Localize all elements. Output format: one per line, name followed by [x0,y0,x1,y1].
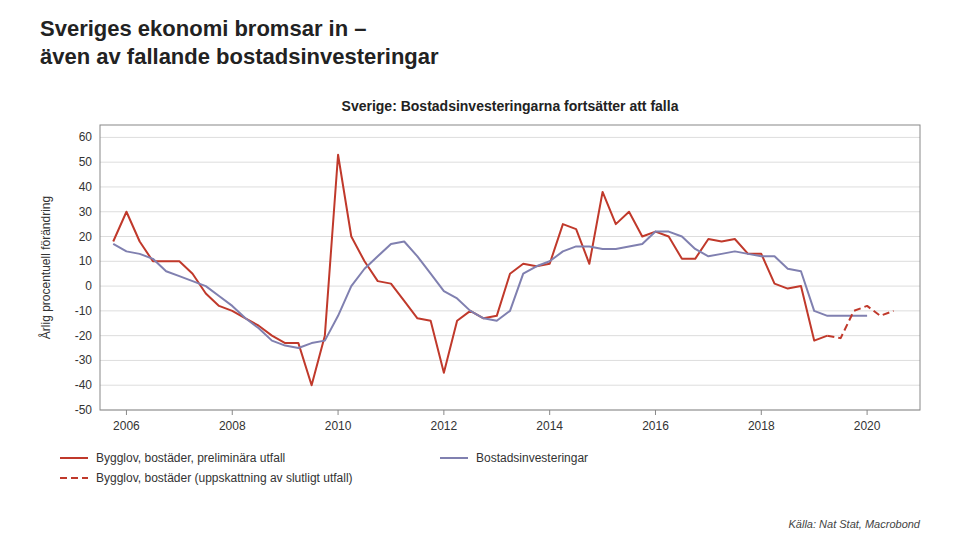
grid-line [100,186,920,187]
y-tick-label: 40 [79,180,93,194]
x-tick-label: 2006 [113,419,140,433]
grid-line [100,335,920,336]
x-tick [232,410,233,415]
plot-frame [100,125,920,410]
x-tick [549,410,550,415]
chart: Sveriges ekonomi bromsar in – även av fal… [0,0,960,540]
x-tick [867,410,868,415]
x-tick [338,410,339,415]
x-tick [126,410,127,415]
series-line [113,155,827,385]
grid-line [100,211,920,212]
grid [100,137,920,410]
legend-swatch [60,457,88,459]
y-tick-label: -40 [75,378,93,392]
x-tick [443,410,444,415]
title: även av fallande bostadsinvesteringar [40,44,439,69]
title: Sveriges ekonomi bromsar in – [40,16,366,41]
x-tick-label: 2016 [642,419,669,433]
grid-line [100,137,920,138]
legend-label: Bygglov, bostäder (uppskattning av slutl… [96,471,353,485]
legend: Bygglov, bostäder, preliminära utfall Bos… [60,451,588,485]
y-tick-label: 60 [79,130,93,144]
legend-label: Bygglov, bostäder, preliminära utfall [96,451,285,465]
grid-line [100,236,920,237]
y-tick-label: -10 [75,304,93,318]
x-tick-label: 2014 [536,419,563,433]
source-note: Källa: Nat Stat, Macrobond [789,518,921,530]
grid-line [100,261,920,262]
y-tick-label: -30 [75,353,93,367]
subtitle: Sverige: Bostadsinvesteringarna fortsätt… [342,98,679,114]
y-tick-label: 50 [79,155,93,169]
y-tick-label: 30 [79,205,93,219]
x-tick-label: 2018 [748,419,775,433]
x-tick-label: 2012 [431,419,458,433]
grid-line [100,162,920,163]
series-line [827,306,893,338]
x-tick [655,410,656,415]
x-tick-label: 2010 [325,419,352,433]
x-tick-label: 2008 [219,419,246,433]
series-line [113,232,867,348]
x-tick [761,410,762,415]
y-tick-label: -50 [75,403,93,417]
y-tick-label: 0 [85,279,92,293]
series-group [113,155,893,385]
grid-line [100,385,920,386]
legend-label: Bostadsinvesteringar [476,451,588,465]
y-tick-label: 20 [79,230,93,244]
legend-swatch [440,457,468,459]
grid-line [100,360,920,361]
y-tick-label: 10 [79,254,93,268]
legend-swatch [60,477,88,479]
x-tick-label: 2020 [854,419,881,433]
y-tick-label: -20 [75,329,93,343]
y-axis-label: Årlig procentuell förändring [38,196,53,339]
